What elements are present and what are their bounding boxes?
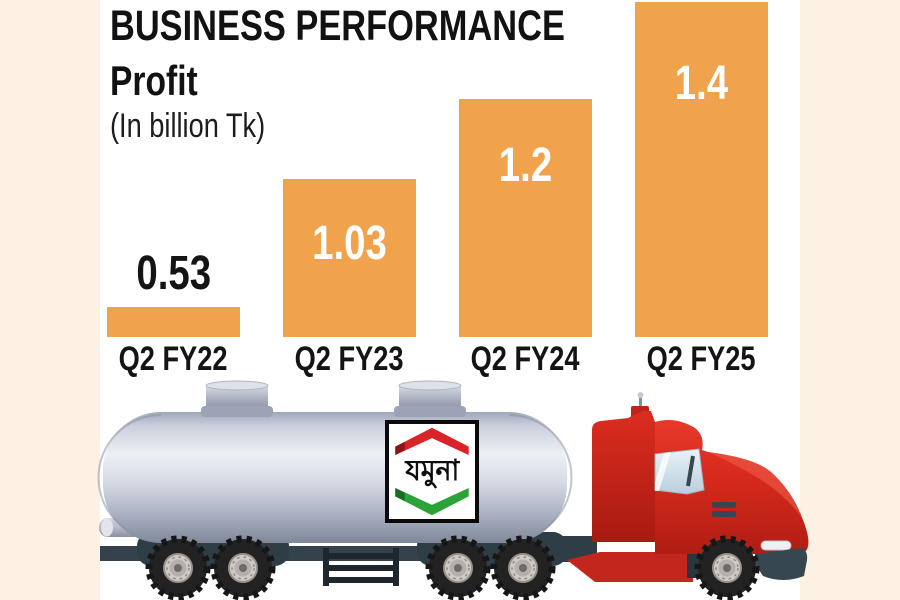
exhaust-pin	[639, 396, 642, 410]
logo-text: যমুনা	[405, 455, 459, 487]
trailer-wheel-2	[214, 539, 272, 597]
bar-value-label: 1.4	[674, 57, 729, 110]
bar-category-label: Q2 FY22	[119, 340, 228, 378]
chart-header: BUSINESS PERFORMANCE Profit (In billion …	[110, 2, 679, 146]
trailer-ladder	[323, 548, 399, 586]
bar-category-label: Q2 FY23	[295, 340, 404, 378]
trailer-wheel-3	[429, 539, 487, 597]
tractor-side-skirt	[567, 552, 693, 582]
discharge-pipe-cap	[101, 518, 113, 537]
tank-right-seam	[508, 414, 573, 541]
bar	[107, 307, 240, 337]
front-bumper	[755, 548, 808, 580]
logo-red-chevron	[395, 427, 469, 456]
window-streak	[655, 452, 671, 491]
mirror-arm	[686, 455, 695, 487]
bar-group: 1.2 Q2 FY24	[459, 0, 592, 376]
hood-vent-1	[712, 502, 736, 508]
bar-group: 0.53 Q2 FY22	[107, 0, 240, 376]
tank-body	[103, 412, 567, 543]
tractor-front-wheel	[698, 539, 756, 597]
bar-group: 1.03 Q2 FY23	[283, 0, 416, 376]
trailer-wheel-4	[494, 539, 552, 597]
tank-dome-1	[201, 380, 273, 417]
chart-title: BUSINESS PERFORMANCE	[110, 2, 565, 50]
bar-chart: 0.53 Q2 FY22 1.03 Q2 FY23 1.2 Q2 FY24 1.4 Q2 FY…	[107, 0, 768, 376]
logo-green-chevron	[395, 487, 469, 516]
bar-value-label: 0.53	[136, 247, 211, 300]
bar-category-label: Q2 FY24	[471, 340, 580, 378]
chart-metric-label: Profit	[110, 57, 198, 105]
company-logo: যমুনা	[385, 420, 479, 523]
bar: 1.2	[459, 99, 592, 337]
tank-dome-2	[394, 380, 466, 417]
hood-highlight	[708, 452, 802, 518]
chart-unit-label: (In billion Tk)	[110, 107, 266, 146]
exhaust-light	[637, 392, 644, 398]
bar-value-label: 1.03	[312, 217, 387, 270]
tank-left-seam	[97, 414, 162, 541]
headlight	[760, 540, 792, 551]
bar-group: 1.4 Q2 FY25	[635, 0, 768, 376]
trailer-wheel-1	[149, 539, 207, 597]
hood-vent-2	[712, 511, 736, 517]
bar-category-label: Q2 FY25	[647, 340, 756, 378]
bar-value-label: 1.2	[498, 139, 553, 192]
sleeper-cab	[592, 411, 655, 542]
bar: 1.03	[283, 179, 416, 337]
bar: 1.4	[635, 2, 768, 337]
